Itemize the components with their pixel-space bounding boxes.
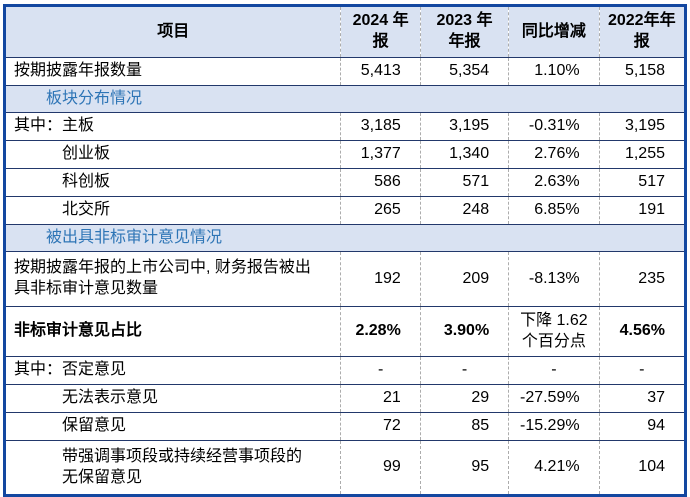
cell-2023: 5,354 [419, 57, 509, 86]
row-adverse-opinion: 其中：否定意见 - - - - [4, 356, 686, 385]
column-header-item: 项目 [4, 5, 341, 58]
row-label: 创业板 [4, 140, 341, 169]
cell-2024: 192 [340, 251, 421, 307]
row-section-board-distribution: 板块分布情况 [4, 85, 686, 113]
cell-2024: 72 [340, 412, 421, 441]
row-main-board: 其中：主板 3,185 3,195 -0.31% 3,195 [4, 112, 686, 141]
header-row: 项目 2024 年 报 2023 年 年报 同比增减 2022年年 报 [4, 5, 686, 58]
data-table: 项目 2024 年 报 2023 年 年报 同比增减 2022年年 报 按期披露… [3, 4, 687, 497]
cell-yoy: - [508, 356, 600, 385]
row-non-standard-count: 按期披露年报的上市公司中, 财务报告被出 具非标审计意见数量 192 209 -… [4, 251, 686, 307]
row-label: 其中：主板 [4, 112, 341, 141]
cell-2022: 104 [598, 440, 686, 496]
cell-2023: 209 [419, 251, 509, 307]
cell-yoy: 下降 1.62 个百分点 [508, 306, 600, 357]
section-title: 板块分布情况 [4, 85, 686, 113]
cell-yoy: -15.29% [508, 412, 600, 441]
cell-2024: 5,413 [340, 57, 421, 86]
cell-2022: 517 [598, 168, 686, 197]
cell-2022: 37 [598, 384, 686, 413]
annual-report-audit-table: 项目 2024 年 报 2023 年 年报 同比增减 2022年年 报 按期披露… [3, 4, 687, 497]
cell-2022: 4.56% [598, 306, 686, 357]
column-header-2022: 2022年年 报 [598, 5, 686, 58]
cell-2024: - [340, 356, 421, 385]
cell-2022: - [598, 356, 686, 385]
cell-2023: 85 [419, 412, 509, 441]
cell-yoy: 1.10% [508, 57, 600, 86]
cell-2022: 5,158 [598, 57, 686, 86]
row-unqualified-with-emphasis: 带强调事项段或持续经营事项段的 无保留意见 99 95 4.21% 104 [4, 440, 686, 496]
cell-2023: 248 [419, 196, 509, 225]
column-header-2023: 2023 年 年报 [419, 5, 509, 58]
cell-2024: 586 [340, 168, 421, 197]
row-label: 按期披露年报的上市公司中, 财务报告被出 具非标审计意见数量 [4, 251, 341, 307]
cell-yoy: 6.85% [508, 196, 600, 225]
row-chinext: 创业板 1,377 1,340 2.76% 1,255 [4, 140, 686, 169]
column-header-2024: 2024 年 报 [340, 5, 421, 58]
cell-2022: 1,255 [598, 140, 686, 169]
row-section-non-standard-opinions: 被出具非标审计意见情况 [4, 224, 686, 252]
cell-2024: 265 [340, 196, 421, 225]
cell-2024: 3,185 [340, 112, 421, 141]
page: { "colors": { "outer_border": "#1347A0",… [3, 4, 687, 497]
row-label: 北交所 [4, 196, 341, 225]
cell-2023: 95 [419, 440, 509, 496]
row-label: 带强调事项段或持续经营事项段的 无保留意见 [4, 440, 341, 496]
row-star-market: 科创板 586 571 2.63% 517 [4, 168, 686, 197]
cell-2023: 3.90% [419, 306, 509, 357]
row-label: 无法表示意见 [4, 384, 341, 413]
cell-2023: 29 [419, 384, 509, 413]
cell-2022: 3,195 [598, 112, 686, 141]
cell-yoy: 2.63% [508, 168, 600, 197]
cell-yoy: -8.13% [508, 251, 600, 307]
cell-yoy: 4.21% [508, 440, 600, 496]
row-label: 保留意见 [4, 412, 341, 441]
row-label: 按期披露年报数量 [4, 57, 341, 86]
section-title: 被出具非标审计意见情况 [4, 224, 686, 252]
row-label: 非标审计意见占比 [4, 306, 341, 357]
cell-2022: 235 [598, 251, 686, 307]
cell-2023: 571 [419, 168, 509, 197]
cell-2023: - [419, 356, 509, 385]
row-label: 科创板 [4, 168, 341, 197]
row-qualified-opinion: 保留意见 72 85 -15.29% 94 [4, 412, 686, 441]
cell-2023: 3,195 [419, 112, 509, 141]
cell-yoy: 2.76% [508, 140, 600, 169]
row-disclaimer-opinion: 无法表示意见 21 29 -27.59% 37 [4, 384, 686, 413]
cell-2022: 94 [598, 412, 686, 441]
cell-2024: 21 [340, 384, 421, 413]
cell-2023: 1,340 [419, 140, 509, 169]
row-non-standard-ratio: 非标审计意见占比 2.28% 3.90% 下降 1.62 个百分点 4.56% [4, 306, 686, 357]
row-disclosed-count: 按期披露年报数量 5,413 5,354 1.10% 5,158 [4, 57, 686, 86]
row-bse: 北交所 265 248 6.85% 191 [4, 196, 686, 225]
column-header-yoy: 同比增减 [508, 5, 600, 58]
cell-2022: 191 [598, 196, 686, 225]
cell-yoy: -27.59% [508, 384, 600, 413]
cell-2024: 1,377 [340, 140, 421, 169]
row-label: 其中：否定意见 [4, 356, 341, 385]
cell-2024: 2.28% [340, 306, 421, 357]
cell-yoy: -0.31% [508, 112, 600, 141]
cell-2024: 99 [340, 440, 421, 496]
